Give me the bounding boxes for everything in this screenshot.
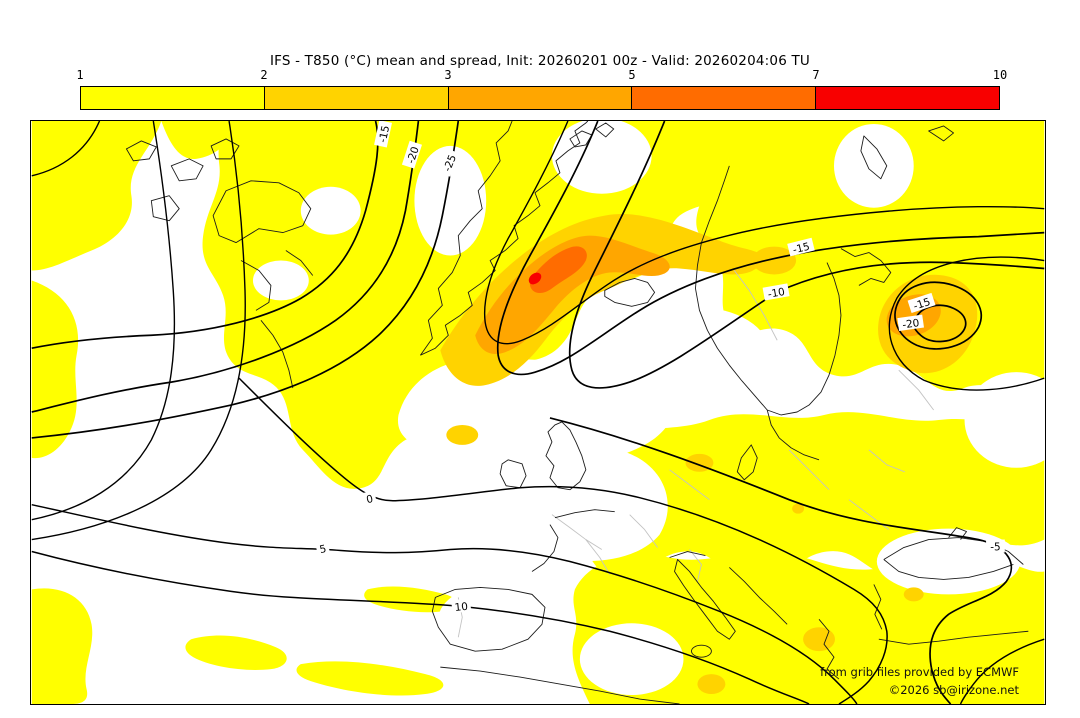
svg-text:-20: -20 <box>405 145 422 165</box>
map-canvas: -15 -20 -25 -15 -10 -15 -20 0 5 10 -5 <box>31 121 1045 704</box>
contour-labels-layer: -15 -20 -25 -15 -10 -15 -20 0 5 10 -5 <box>315 121 1005 614</box>
attribution-line-1: from grib files provided by ECMWF <box>820 665 1019 679</box>
svg-text:-15: -15 <box>792 241 811 257</box>
contour-label: -5 <box>986 539 1005 554</box>
colorbar-ticks: 1 2 3 5 7 10 <box>76 68 1007 82</box>
contour-label: 10 <box>451 598 472 614</box>
contour-label: 5 <box>315 540 331 556</box>
colorbar-tick: 5 <box>628 68 636 82</box>
colorbar-segment <box>448 87 633 109</box>
contour-label: -10 <box>762 283 790 301</box>
svg-text:-20: -20 <box>902 317 921 331</box>
temperature-contours-layer <box>31 121 1045 704</box>
country-borders-layer <box>457 270 935 638</box>
colorbar-tick: 3 <box>444 68 452 82</box>
svg-text:-5: -5 <box>990 542 1000 554</box>
weather-map: -15 -20 -25 -15 -10 -15 -20 0 5 10 -5 from grib fi… <box>30 120 1046 705</box>
contour-label: -25 <box>438 148 460 177</box>
contour-label: -20 <box>401 140 422 169</box>
contour-label: -15 <box>907 292 936 313</box>
svg-text:5: 5 <box>318 543 327 556</box>
svg-text:-15: -15 <box>377 125 392 144</box>
svg-text:0: 0 <box>365 493 374 506</box>
colorbar <box>80 86 1000 110</box>
attribution-line-2: ©2026 sb@irizone.net <box>888 683 1019 697</box>
colorbar-tick: 7 <box>812 68 820 82</box>
colorbar-tick: 10 <box>992 68 1008 82</box>
contour-label: -15 <box>787 237 815 257</box>
coastline-layer <box>125 121 1029 704</box>
colorbar-tick: 2 <box>260 68 268 82</box>
colorbar-tick: 1 <box>76 68 84 82</box>
svg-text:-10: -10 <box>767 286 786 301</box>
spread-maximum <box>528 272 542 285</box>
attribution: from grib files provided by ECMWF ©2026 … <box>820 663 1019 699</box>
page-title: IFS - T850 (°C) mean and spread, Init: 2… <box>269 53 811 69</box>
colorbar-segment <box>816 87 999 109</box>
contour-label: -15 <box>374 121 392 148</box>
svg-text:10: 10 <box>454 601 468 614</box>
colorbar-segment <box>632 87 817 109</box>
colorbar-segment <box>264 87 449 109</box>
svg-text:-15: -15 <box>912 296 932 313</box>
contour-label: 0 <box>362 490 377 506</box>
contour-label: -20 <box>897 314 924 331</box>
svg-text:-25: -25 <box>441 153 459 173</box>
colorbar-segment <box>81 87 265 109</box>
